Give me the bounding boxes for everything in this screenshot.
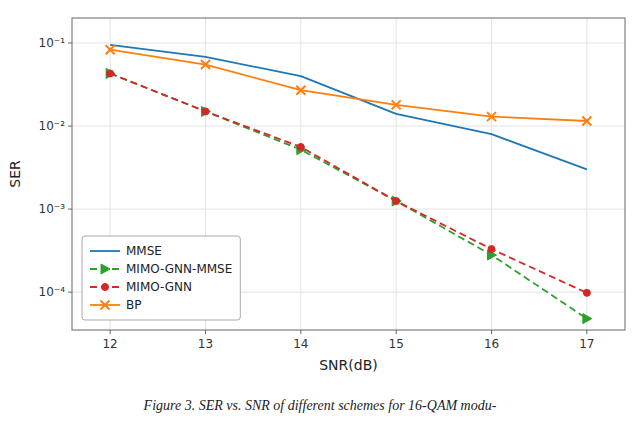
y-grid-line: [72, 209, 625, 210]
series-marker: [392, 196, 401, 206]
legend-marker: [101, 301, 110, 310]
series: [106, 45, 592, 125]
x-grid-line: [396, 18, 397, 330]
x-tick-label: 15: [389, 337, 404, 351]
y-tick: [68, 126, 72, 127]
y-tick: [68, 209, 72, 210]
legend-item: MIMO-GNN-MMSE: [90, 262, 232, 276]
legend-marker: [102, 284, 109, 291]
x-tick: [300, 330, 301, 334]
series-marker: [487, 112, 496, 121]
legend-swatch: [90, 250, 120, 252]
x-axis-label: SNR(dB): [319, 357, 378, 373]
series-line: [110, 45, 587, 170]
series-marker: [106, 45, 115, 54]
y-tick-label: 10⁻³: [39, 202, 66, 216]
x-grid-line: [491, 18, 492, 330]
y-grid-line: [72, 42, 625, 43]
x-tick: [491, 330, 492, 334]
legend-item: MIMO-GNN: [90, 280, 192, 294]
legend: MMSE MIMO-GNN-MMSE MIMO-GNN BP: [82, 236, 240, 320]
series-marker: [201, 60, 210, 69]
legend-label: MIMO-GNN: [126, 280, 192, 294]
series-marker: [106, 68, 115, 78]
series-marker: [583, 314, 592, 324]
series: [107, 70, 591, 296]
series-group: [106, 45, 592, 324]
x-tick-label: 17: [579, 337, 594, 351]
x-tick: [586, 330, 587, 334]
x-tick: [205, 330, 206, 334]
axes: 12 13 14 15 16 17 10⁻⁴ 10⁻³ 10⁻² 10⁻¹: [39, 36, 595, 351]
series: [110, 45, 587, 170]
legend-label: MMSE: [126, 244, 162, 258]
chart: 12 13 14 15 16 17 10⁻⁴ 10⁻³ 10⁻² 10⁻¹ SNR(dB) SER Fi…: [0, 0, 640, 424]
legend-marker: [101, 264, 110, 274]
y-tick-label: 10⁻¹: [39, 36, 66, 50]
x-tick: [396, 330, 397, 334]
series-marker: [392, 100, 401, 109]
x-tick: [110, 330, 111, 334]
y-grid-line: [72, 126, 625, 127]
x-grid-line: [586, 18, 587, 330]
x-tick-label: 16: [484, 337, 499, 351]
grid: [72, 18, 625, 330]
series-marker: [583, 289, 590, 296]
legend-item: BP: [90, 298, 141, 312]
plot-frame: [72, 18, 625, 330]
series-marker: [202, 108, 209, 115]
series-marker: [201, 106, 210, 116]
x-grid-line: [300, 18, 301, 330]
legend-label: MIMO-GNN-MMSE: [126, 262, 232, 276]
x-tick-label: 12: [102, 337, 117, 351]
series-marker: [393, 198, 400, 205]
plot-background: [72, 18, 625, 330]
series-marker: [488, 246, 495, 253]
series-line: [110, 50, 587, 121]
x-tick-label: 14: [293, 337, 308, 351]
series-marker: [582, 117, 591, 126]
legend-box: [82, 236, 240, 320]
series-marker: [107, 70, 114, 77]
y-tick: [68, 42, 72, 43]
legend-item: MMSE: [90, 244, 162, 258]
series: [106, 68, 592, 323]
x-tick-label: 13: [198, 337, 213, 351]
caption: Figure 3. SER vs. SNR of different schem…: [143, 398, 497, 413]
y-tick-label: 10⁻²: [39, 119, 66, 133]
series-marker: [297, 143, 304, 150]
series-line: [110, 73, 587, 318]
y-tick-label: 10⁻⁴: [39, 285, 66, 299]
legend-label: BP: [126, 298, 141, 312]
series-marker: [296, 86, 305, 95]
y-axis-label: SER: [7, 160, 23, 188]
y-tick: [68, 292, 72, 293]
